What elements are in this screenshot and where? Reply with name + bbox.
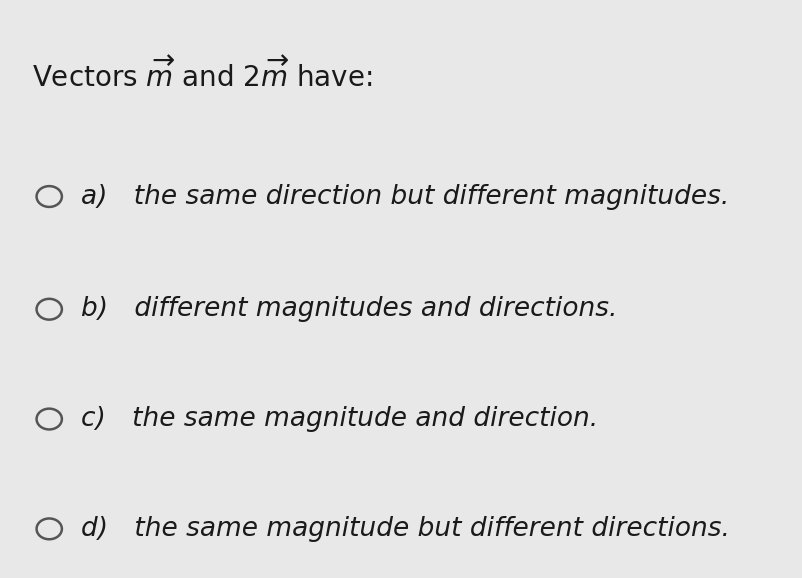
Text: Vectors $\overrightarrow{m}$ and $2\overrightarrow{m}$ have:: Vectors $\overrightarrow{m}$ and $2\over… <box>31 57 372 93</box>
Text: b) different magnitudes and directions.: b) different magnitudes and directions. <box>81 297 618 322</box>
Text: a) the same direction but different magnitudes.: a) the same direction but different magn… <box>81 184 729 209</box>
Text: d) the same magnitude but different directions.: d) the same magnitude but different dire… <box>81 516 730 542</box>
Text: c) the same magnitude and direction.: c) the same magnitude and direction. <box>81 406 598 432</box>
